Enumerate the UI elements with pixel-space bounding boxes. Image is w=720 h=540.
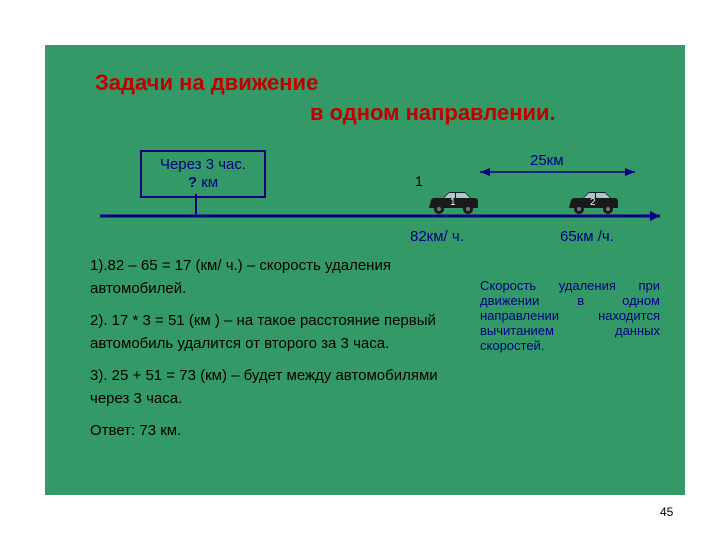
question-box-line2: ? км <box>148 174 258 192</box>
title-line-1: Задачи на движение <box>95 70 318 96</box>
distance-label: 25км <box>530 152 564 169</box>
title-line-2: в одном направлении. <box>310 100 556 126</box>
speed-car-2: 65км /ч. <box>560 228 614 245</box>
solution-step-1: 1).82 – 65 = 17 (км/ ч.) – скорость удал… <box>90 255 460 300</box>
rule-note: Скорость удаления при движении в одном н… <box>480 278 660 353</box>
solution-answer: Ответ: 73 км. <box>90 420 460 443</box>
slide-page: Задачи на движение в одном направлении. … <box>0 0 720 540</box>
solution-step-3: 3). 25 + 51 = 73 (км) – будет между авто… <box>90 365 460 410</box>
solution-block: 1).82 – 65 = 17 (км/ ч.) – скорость удал… <box>90 255 460 453</box>
car-2-number: 2 <box>590 197 596 208</box>
speed-car-1: 82км/ ч. <box>410 228 464 245</box>
question-box-stem <box>195 194 197 214</box>
car-1-top-label: 1 <box>415 173 423 189</box>
page-number: 45 <box>660 505 673 519</box>
question-box: Через 3 час. ? км <box>140 150 266 198</box>
car-1-number: 1 <box>450 197 456 208</box>
question-box-line1: Через 3 час. <box>148 156 258 174</box>
solution-step-2: 2). 17 * 3 = 51 (км ) – на такое расстоя… <box>90 310 460 355</box>
